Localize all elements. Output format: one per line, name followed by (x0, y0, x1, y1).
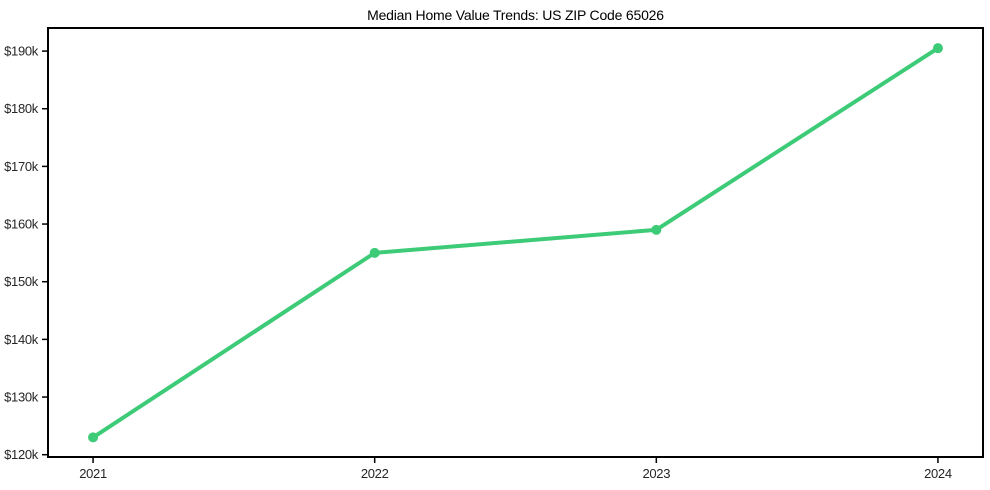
data-point-2021 (88, 432, 99, 443)
y-axis-tick-label: $140k (4, 332, 39, 347)
x-axis-tick-label: 2023 (642, 466, 670, 481)
y-axis-tick-label: $170k (4, 159, 39, 174)
x-axis-tick-label: 2024 (924, 466, 952, 481)
chart-title: Median Home Value Trends: US ZIP Code 65… (367, 7, 664, 23)
y-axis-tick-label: $130k (4, 390, 39, 405)
x-axis-tick-label: 2021 (79, 466, 107, 481)
y-axis-tick-label: $150k (4, 274, 39, 289)
plot-border (47, 27, 984, 458)
data-point-2022 (369, 247, 380, 258)
y-axis-tick-label: $160k (4, 217, 39, 232)
data-point-2024 (932, 43, 943, 54)
y-axis-tick-label: $120k (4, 447, 39, 462)
trend-line (91, 46, 940, 440)
data-point-2023 (651, 224, 662, 235)
y-axis-tick-label: $180k (4, 101, 39, 116)
y-axis-tick-label: $190k (4, 44, 39, 59)
x-axis-tick-label: 2022 (361, 466, 389, 481)
